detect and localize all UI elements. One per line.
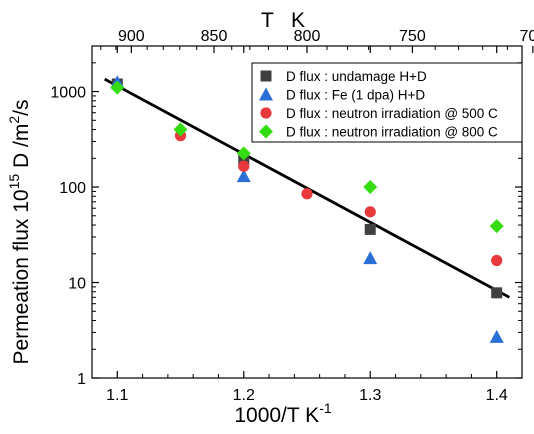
data-point-square bbox=[238, 154, 250, 166]
legend-marker-diamond bbox=[259, 124, 273, 139]
legend-marker-circle bbox=[260, 107, 272, 119]
data-point-circle bbox=[238, 160, 250, 172]
legend-marker-square bbox=[260, 70, 272, 82]
legend-label: D flux : neutron irradiation @ 500 C bbox=[286, 106, 498, 121]
y-axis-title-pre: Permeation flux 10 bbox=[10, 189, 33, 364]
x-axis-title-main: 1000/T K bbox=[234, 404, 319, 427]
legend-label: D flux : neutron irradiation @ 800 C bbox=[286, 125, 498, 140]
legend-box bbox=[251, 62, 523, 143]
data-point-triangle bbox=[363, 251, 378, 265]
y-tick-label: 1 bbox=[77, 371, 86, 388]
y-axis-title-sup1: 15 bbox=[6, 174, 22, 190]
top-tick-label: 700 bbox=[519, 28, 534, 45]
x-tick-label: 1.1 bbox=[106, 387, 128, 404]
y-axis-title-post: /s bbox=[10, 100, 33, 116]
data-point-circle bbox=[301, 188, 313, 200]
y-tick-label: 10 bbox=[68, 276, 86, 293]
x-tick-label: 1.3 bbox=[359, 387, 381, 404]
data-point-diamond bbox=[236, 146, 251, 161]
data-point-diamond bbox=[489, 219, 504, 234]
data-point-triangle bbox=[236, 169, 251, 183]
legend-label: D flux : Fe (1 dpa) H+D bbox=[286, 88, 425, 103]
x-tick-label: 1.2 bbox=[233, 387, 255, 404]
x-tick-label: 1.4 bbox=[486, 387, 508, 404]
data-point-square bbox=[491, 287, 503, 299]
y-axis-title-mid: D /m bbox=[10, 124, 33, 174]
top-tick-label: 850 bbox=[201, 28, 228, 45]
data-point-diamond bbox=[173, 122, 188, 137]
y-tick-label: 100 bbox=[59, 180, 86, 197]
top-tick-label: 750 bbox=[399, 28, 426, 45]
legend-marker-triangle bbox=[259, 87, 273, 101]
data-point-circle bbox=[364, 206, 376, 218]
data-point-square bbox=[364, 223, 376, 235]
y-axis-title-sup2: 2 bbox=[6, 116, 22, 124]
legend-label: D flux : undamage H+D bbox=[286, 69, 427, 84]
x-axis-title-sup: -1 bbox=[319, 400, 332, 416]
data-point-diamond bbox=[363, 180, 378, 195]
data-point-triangle bbox=[489, 329, 504, 343]
data-point-diamond bbox=[110, 80, 125, 95]
data-point-circle bbox=[491, 254, 503, 267]
top-axis-title: T K bbox=[261, 9, 305, 32]
top-tick-label: 800 bbox=[294, 28, 321, 45]
y-axis-title: Permeation flux 1015 D /m2/s bbox=[6, 100, 33, 365]
top-tick-label: 900 bbox=[118, 28, 145, 45]
y-tick-label: 1000 bbox=[50, 85, 86, 102]
legend: D flux : undamage H+D D flux : Fe (1 dpa)… bbox=[251, 62, 523, 143]
x-axis-title: 1000/T K-1 bbox=[234, 400, 332, 427]
